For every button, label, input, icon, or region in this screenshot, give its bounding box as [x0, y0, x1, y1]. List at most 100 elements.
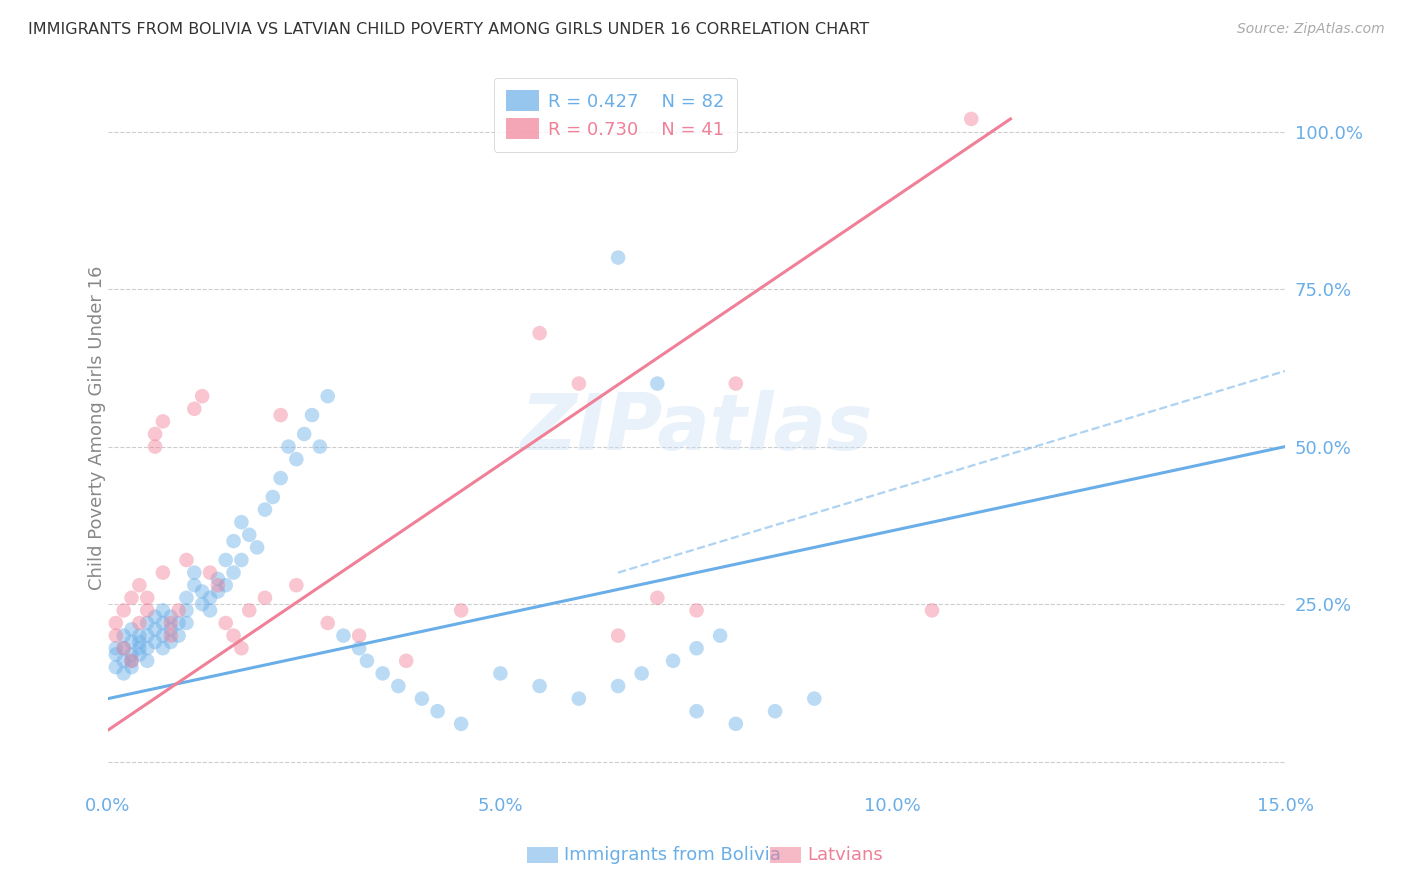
Point [207, 578, 229, 592]
Point [104, 648, 127, 662]
Point [136, 603, 159, 617]
Point [489, 666, 512, 681]
Point [724, 376, 747, 391]
Point [152, 566, 174, 580]
Point [112, 666, 135, 681]
Point [387, 679, 409, 693]
Point [104, 641, 127, 656]
Point [568, 376, 591, 391]
Point [253, 502, 276, 516]
Point [270, 408, 292, 422]
Point [285, 578, 308, 592]
Point [104, 629, 127, 643]
Point [568, 691, 591, 706]
Point [121, 591, 143, 605]
Point [647, 376, 669, 391]
Point [191, 597, 214, 611]
Point [238, 528, 260, 542]
Point [121, 635, 143, 649]
Point [112, 654, 135, 668]
Point [112, 641, 135, 656]
Point [222, 566, 245, 580]
Point [121, 660, 143, 674]
Point [630, 666, 652, 681]
Text: Immigrants from Bolivia: Immigrants from Bolivia [564, 847, 780, 864]
Point [347, 641, 370, 656]
Point [176, 553, 198, 567]
Point [128, 578, 150, 592]
Point [104, 660, 127, 674]
Point [262, 490, 284, 504]
Point [198, 591, 221, 605]
Point [128, 648, 150, 662]
Point [607, 251, 630, 265]
Point [301, 408, 323, 422]
Point [356, 654, 378, 668]
Point [159, 629, 181, 643]
Point [411, 691, 433, 706]
Point [685, 603, 707, 617]
Point [112, 603, 135, 617]
Point [347, 629, 370, 643]
Point [426, 704, 449, 718]
Point [159, 635, 181, 649]
Point [685, 641, 707, 656]
Point [222, 629, 245, 643]
Point [763, 704, 786, 718]
Point [316, 615, 339, 630]
Point [152, 603, 174, 617]
Point [607, 679, 630, 693]
Point [647, 591, 669, 605]
Point [332, 629, 354, 643]
Point [136, 654, 159, 668]
Point [159, 609, 181, 624]
Point [607, 629, 630, 643]
Point [152, 414, 174, 428]
Point [104, 615, 127, 630]
Point [176, 591, 198, 605]
Point [215, 615, 238, 630]
Point [529, 679, 551, 693]
Point [371, 666, 394, 681]
Point [231, 553, 253, 567]
Point [285, 452, 308, 467]
Point [121, 648, 143, 662]
Point [167, 603, 190, 617]
Point [136, 641, 159, 656]
Point [207, 572, 229, 586]
Text: Latvians: Latvians [807, 847, 883, 864]
Point [222, 534, 245, 549]
Point [803, 691, 825, 706]
Point [198, 603, 221, 617]
Point [143, 427, 166, 442]
Text: ZIPatlas: ZIPatlas [520, 390, 873, 466]
Point [128, 635, 150, 649]
Point [128, 615, 150, 630]
Point [662, 654, 685, 668]
Point [128, 629, 150, 643]
Point [238, 603, 260, 617]
Point [231, 641, 253, 656]
Point [128, 641, 150, 656]
Point [685, 704, 707, 718]
Point [183, 401, 205, 416]
Point [191, 584, 214, 599]
Point [121, 654, 143, 668]
Point [159, 623, 181, 637]
Point [253, 591, 276, 605]
Point [246, 541, 269, 555]
Point [121, 654, 143, 668]
Point [309, 440, 332, 454]
Point [152, 615, 174, 630]
Point [292, 427, 315, 442]
Point [136, 591, 159, 605]
Point [215, 553, 238, 567]
Legend: R = 0.427    N = 82, R = 0.730    N = 41: R = 0.427 N = 82, R = 0.730 N = 41 [494, 78, 737, 152]
Point [450, 716, 472, 731]
Point [152, 641, 174, 656]
Point [159, 615, 181, 630]
Point [191, 389, 214, 403]
Point [143, 609, 166, 624]
Point [136, 629, 159, 643]
Point [960, 112, 983, 126]
